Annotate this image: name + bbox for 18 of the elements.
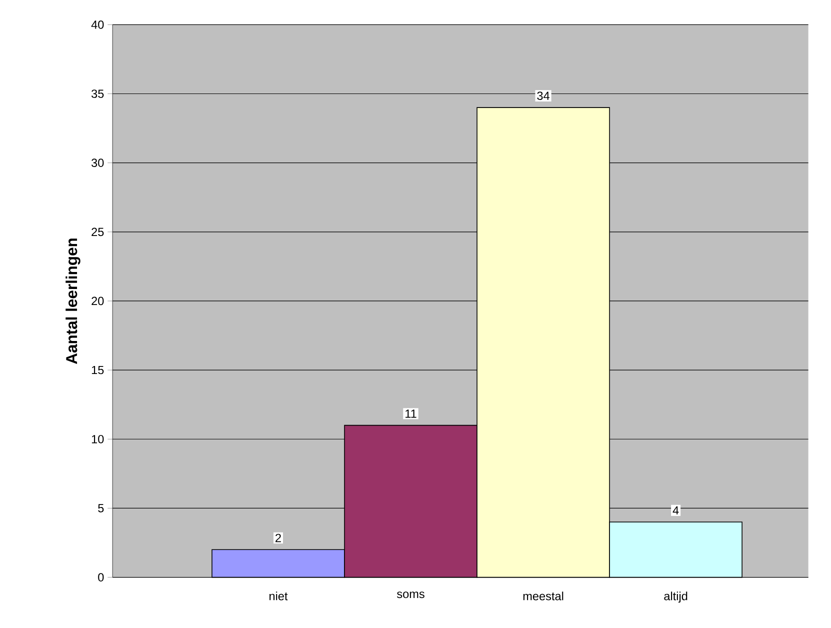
- y-tick-label: 15: [92, 366, 104, 374]
- y-axis-title: Aantal leerlingen: [66, 238, 80, 364]
- data-label: 11: [406, 410, 416, 418]
- y-tick-label: 20: [92, 296, 104, 306]
- data-label: 34: [537, 92, 550, 100]
- y-tick-label: 35: [91, 90, 104, 98]
- y-tick-label: 25: [92, 228, 104, 236]
- y-tick-label: 5: [98, 504, 104, 513]
- data-label: 2: [276, 534, 281, 542]
- x-tick-label: meestal: [523, 592, 564, 600]
- x-tick-label: altijd: [664, 592, 688, 603]
- x-tick-label: niet: [270, 592, 288, 600]
- x-tick-label: soms: [396, 592, 424, 598]
- y-tick-label: 10: [92, 435, 104, 444]
- y-tick-label: 30: [91, 158, 104, 168]
- data-label: 4: [672, 506, 679, 515]
- y-tick-label: 0: [98, 573, 104, 582]
- y-tick-label: 40: [91, 20, 104, 30]
